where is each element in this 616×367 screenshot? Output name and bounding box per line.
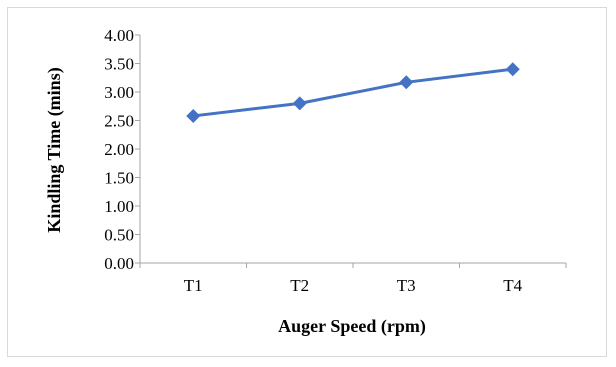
y-tick-label: 2.00: [104, 140, 134, 159]
x-axis-title: Auger Speed (rpm): [278, 316, 426, 337]
series-line: [193, 67, 513, 118]
data-point-marker: [292, 96, 307, 111]
y-tick-label: 4.00: [104, 26, 134, 45]
y-axis-ticks: 0.00 0.50 1.00 1.50 2.00 2.50 3.00 3.50 4.00: [104, 26, 140, 273]
y-tick-label: 3.50: [104, 55, 134, 74]
data-point-marker: [399, 75, 414, 90]
data-point-marker: [505, 62, 520, 77]
chart-frame: [7, 7, 607, 357]
y-tick-label: 1.50: [104, 169, 134, 188]
y-tick-label: 1.00: [104, 197, 134, 216]
x-tick-label: T2: [290, 276, 309, 295]
x-tick-label: T3: [397, 276, 416, 295]
series-group: [186, 62, 520, 123]
y-tick-label: 0.50: [104, 226, 134, 245]
y-tick-label: 2.50: [104, 112, 134, 131]
data-point-marker: [186, 108, 201, 123]
y-tick-label: 3.00: [104, 83, 134, 102]
x-axis-ticks: T1 T2 T3 T4: [139, 263, 567, 295]
x-tick-label: T1: [184, 276, 203, 295]
x-tick-label: T4: [503, 276, 522, 295]
y-axis-title: Kindling Time (mins): [44, 67, 65, 232]
y-tick-label: 0.00: [104, 254, 134, 273]
